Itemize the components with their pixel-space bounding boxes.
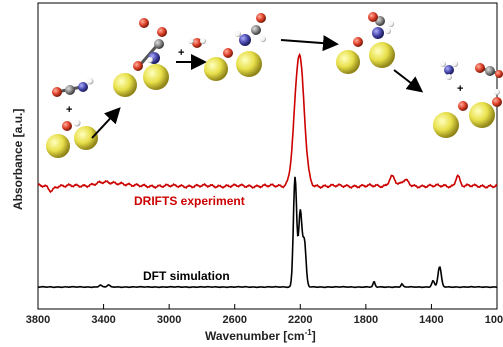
x-tick-label: 3800 [26, 314, 50, 326]
x-tick-label: 3000 [157, 314, 181, 326]
reaction-arrow [91, 107, 121, 139]
plus-sign: + [178, 47, 184, 59]
x-tick-label: 1400 [419, 314, 443, 326]
molecule-water [188, 38, 206, 48]
molecule-carbon-dioxide [475, 63, 503, 78]
molecule-intermediate-3 [336, 12, 395, 74]
x-tick-label: 3400 [91, 314, 115, 326]
series-line-drifts-experiment [37, 52, 498, 194]
series-label-experiment: DRIFTS experiment [134, 194, 245, 208]
x-tick-label: 1000 [485, 314, 503, 326]
plus-sign: + [457, 83, 463, 95]
x-axis-tick-labels: 3800 3400 3000 2600 2200 1800 1400 1000 [26, 314, 503, 326]
molecule-intermediate-1 [113, 18, 169, 97]
x-axis-title: Wavenumber [cm-1] [205, 328, 316, 343]
reaction-scheme-illustration: + + [46, 12, 503, 158]
x-tick-label: 2200 [288, 314, 312, 326]
molecule-ammonia [440, 61, 458, 80]
plus-sign: + [66, 104, 72, 116]
molecule-intermediate-2 [204, 13, 266, 81]
y-axis-title: Absorbance [a.u.] [11, 109, 25, 210]
x-tick-label: 2600 [222, 314, 246, 326]
molecule-isocyanic-acid [52, 77, 94, 97]
molecule-oxygen-on-gold-dimer [46, 119, 98, 158]
molecule-oxygen-on-gold-product [433, 89, 502, 138]
x-axis-ticks [37, 304, 498, 309]
series-line-dft-simulation [37, 176, 498, 289]
plot-frame [37, 2, 498, 310]
x-tick-label: 1800 [354, 314, 378, 326]
series-label-simulation: DFT simulation [143, 269, 230, 283]
reaction-arrow [393, 69, 424, 93]
reaction-arrow [280, 35, 339, 52]
